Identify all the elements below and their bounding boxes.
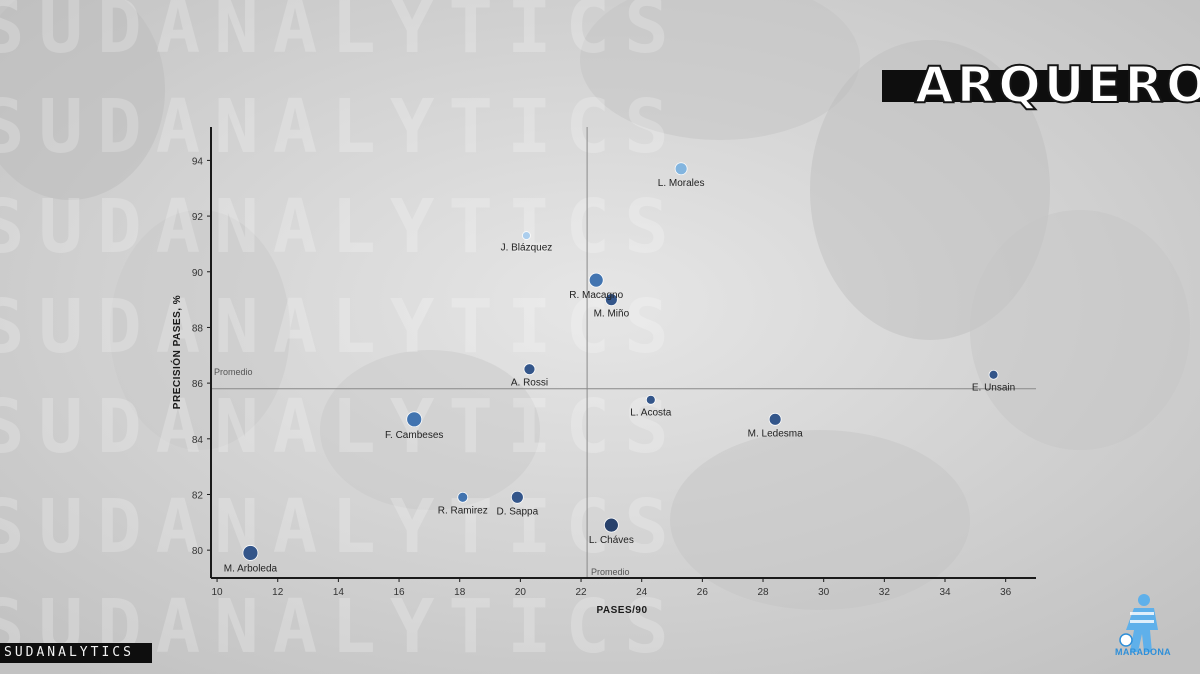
data-label: M. Miño	[594, 309, 630, 320]
y-tick-label: 80	[192, 546, 204, 557]
data-point	[645, 394, 656, 405]
mean-y-label: Promedio	[214, 367, 253, 377]
data-point	[510, 490, 524, 504]
title-bar	[882, 70, 1200, 102]
y-tick-label: 88	[192, 323, 204, 334]
mean-lines	[211, 127, 1036, 578]
x-tick-label: 28	[757, 587, 769, 598]
data-label: R. Macagno	[569, 290, 623, 301]
x-tick-label: 18	[454, 587, 466, 598]
mean-x-label: Promedio	[591, 567, 630, 577]
y-tick-label: 94	[192, 156, 204, 167]
data-label: F. Cambeses	[385, 430, 443, 441]
data-label: J. Blázquez	[501, 243, 553, 254]
data-label: L. Morales	[658, 178, 705, 189]
data-point	[242, 545, 259, 561]
data-label: R. Ramirez	[438, 505, 488, 516]
point-labels: L. Morales J. Blázquez R. Macagno M. Miño A.…	[224, 178, 1015, 575]
watermark-text: SUDANALYTICS	[0, 384, 683, 470]
brand-bar	[0, 643, 152, 663]
watermark-text: SUDANALYTICS	[0, 184, 683, 270]
data-point	[674, 162, 688, 176]
data-point	[603, 517, 619, 533]
data-point	[768, 412, 782, 426]
data-label: L. Acosta	[630, 407, 672, 418]
y-tick-label: 92	[192, 212, 204, 223]
logo-text: MARADONA	[1115, 647, 1171, 657]
x-axis-label: PASES/90	[596, 605, 647, 616]
data-label: E. Unsain	[972, 382, 1015, 393]
data-point	[406, 411, 423, 428]
data-label: M. Ledesma	[748, 428, 803, 439]
x-tick-label: 20	[515, 587, 527, 598]
data-label: D. Sappa	[496, 506, 538, 517]
y-tick-label: 86	[192, 379, 204, 390]
x-tick-label: 30	[818, 587, 830, 598]
x-tick-label: 22	[575, 587, 587, 598]
x-tick-label: 12	[272, 587, 284, 598]
y-tick-label: 90	[192, 268, 204, 279]
watermark-text: SUDANALYTICS	[0, 284, 683, 370]
y-axis-label: PRECISIÓN PASES, %	[170, 295, 183, 409]
data-label: A. Rossi	[511, 378, 548, 389]
y-tick-label: 82	[192, 490, 204, 501]
x-tick-label: 34	[939, 587, 951, 598]
data-point	[457, 491, 469, 503]
chart-axes	[210, 127, 1036, 579]
watermark-text: SUDANALYTICS	[0, 484, 683, 570]
data-point	[604, 293, 618, 307]
watermark-text: SUDANALYTICS	[0, 0, 683, 70]
brand-name: SUDANALYTICS	[4, 645, 134, 660]
x-tick-label: 32	[879, 587, 891, 598]
data-points	[242, 162, 999, 561]
watermark-text: SUDANALYTICS	[0, 84, 683, 170]
data-point	[522, 231, 531, 240]
tick-labels: 10 12 14 16 18 20 22 24 26 28 30 32 34 36 80 82 84 86 88 90…	[192, 156, 1012, 598]
x-tick-label: 24	[636, 587, 648, 598]
data-label: M. Arboleda	[224, 563, 278, 574]
x-tick-label: 16	[393, 587, 405, 598]
x-tick-label: 26	[697, 587, 709, 598]
x-tick-label: 10	[212, 587, 224, 598]
page-title: ARQUEROS	[914, 55, 1200, 115]
data-label: L. Cháves	[589, 535, 634, 546]
x-tick-label: 14	[333, 587, 345, 598]
data-point	[588, 272, 604, 288]
data-point	[523, 363, 536, 376]
data-point	[988, 369, 999, 380]
y-tick-label: 84	[192, 435, 204, 446]
league-logo-icon	[1119, 594, 1158, 652]
x-tick-label: 36	[1000, 587, 1012, 598]
